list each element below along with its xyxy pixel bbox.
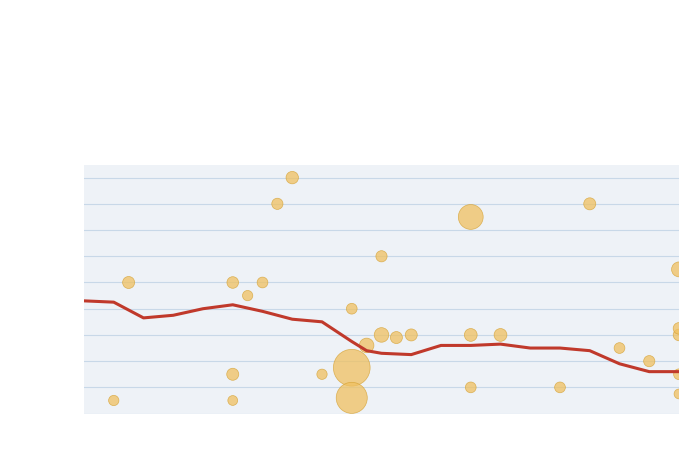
Point	[391, 334, 402, 341]
Point	[376, 331, 387, 339]
Point	[673, 325, 685, 332]
Point	[316, 370, 328, 378]
Point	[614, 345, 625, 352]
Point	[242, 292, 253, 299]
Point	[673, 331, 685, 339]
Point	[227, 397, 238, 404]
Point	[406, 331, 417, 339]
Point	[495, 331, 506, 339]
Point	[123, 279, 134, 286]
Point	[361, 342, 372, 349]
Point	[644, 357, 655, 365]
Point	[108, 397, 119, 404]
Point	[376, 252, 387, 260]
Point	[673, 370, 685, 378]
Point	[346, 305, 357, 313]
Point	[346, 364, 357, 371]
Point	[287, 174, 298, 181]
Point	[346, 394, 357, 402]
Point	[673, 266, 685, 273]
Point	[554, 384, 566, 391]
Point	[465, 331, 476, 339]
Point	[465, 384, 476, 391]
Point	[272, 200, 283, 208]
Point	[227, 279, 238, 286]
Point	[227, 370, 238, 378]
Point	[257, 279, 268, 286]
Point	[673, 390, 685, 398]
Point	[465, 213, 476, 221]
Point	[584, 200, 595, 208]
